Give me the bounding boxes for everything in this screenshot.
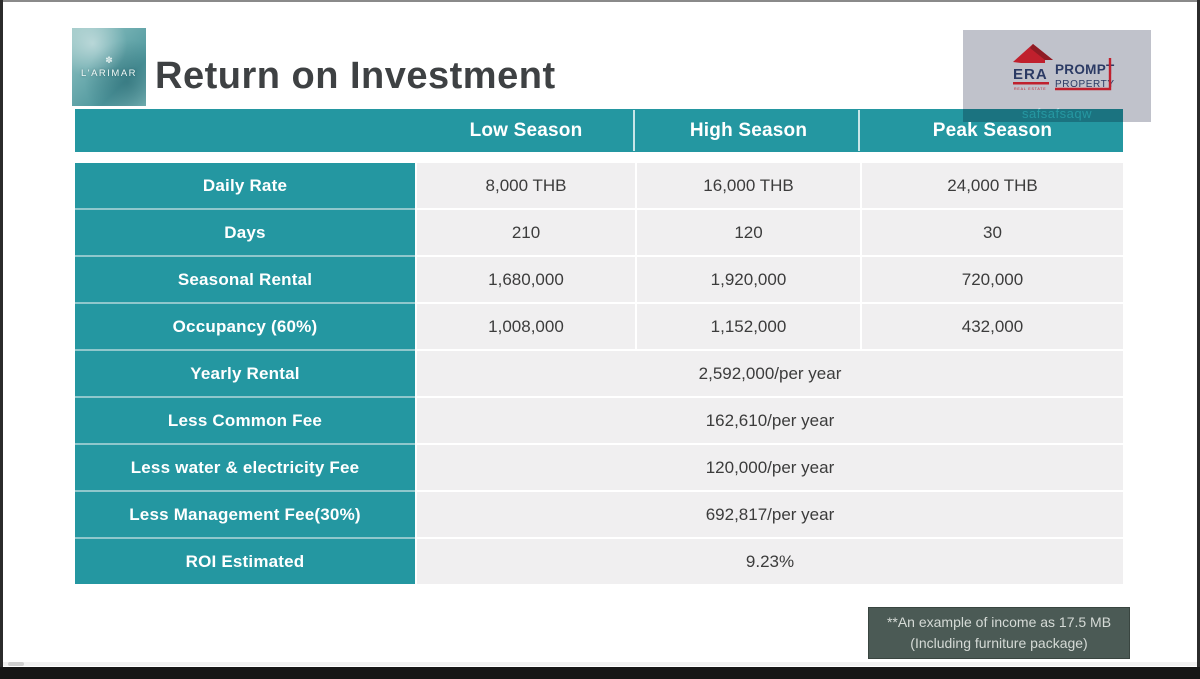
- header-divider: [633, 110, 635, 151]
- row-label: Less Management Fee(30%): [75, 492, 415, 537]
- era-prompt-property-logo: ERA REAL ESTATE PROMPT PROPERTY: [1013, 44, 1115, 91]
- table-cell: 30: [862, 210, 1123, 255]
- logo-bracket-icon: [1055, 58, 1112, 91]
- table-cell: 1,680,000: [417, 257, 635, 302]
- table-cell-merged: 692,817/per year: [417, 492, 1123, 537]
- table-cell: 120: [637, 210, 860, 255]
- table-cell: 1,920,000: [637, 257, 860, 302]
- row-label: Days: [75, 210, 415, 255]
- page-title: Return on Investment: [155, 55, 556, 97]
- window-right-border: [1197, 0, 1200, 679]
- era-text: ERA: [1013, 66, 1048, 83]
- era-underline: [1013, 82, 1049, 85]
- row-label: Seasonal Rental: [75, 257, 415, 302]
- table-cell-merged: 2,592,000/per year: [417, 351, 1123, 396]
- larimar-logo-text: L'ARIMAR: [80, 68, 138, 79]
- table-cell: 1,008,000: [417, 304, 635, 349]
- table-cell: 720,000: [862, 257, 1123, 302]
- era-logo-box: ERA REAL ESTATE PROMPT PROPERTY safsafsa…: [963, 30, 1151, 122]
- table-cell: 16,000 THB: [637, 163, 860, 208]
- era-roof-shadow-icon: [1030, 44, 1053, 60]
- income-note-box: **An example of income as 17.5 MB (Inclu…: [868, 607, 1130, 659]
- larimar-ornament-icon: ✽: [105, 55, 113, 65]
- row-label: Less water & electricity Fee: [75, 445, 415, 490]
- header-divider: [858, 110, 860, 151]
- note-line-1: **An example of income as 17.5 MB: [886, 614, 1112, 630]
- property-text: PROPERTY: [1055, 79, 1115, 90]
- prompt-text: PROMPT: [1055, 62, 1115, 77]
- watermark-text: safsafsaqw: [1021, 106, 1093, 121]
- table-cell: 24,000 THB: [862, 163, 1123, 208]
- column-header-low-season: Low Season: [469, 119, 583, 141]
- row-label: Occupancy (60%): [75, 304, 415, 349]
- table-cell-merged: 120,000/per year: [417, 445, 1123, 490]
- table-header-bar: Low Season High Season Peak Season: [75, 109, 1123, 152]
- window-top-border: [0, 0, 1200, 2]
- row-label: ROI Estimated: [75, 539, 415, 584]
- row-label: Yearly Rental: [75, 351, 415, 396]
- note-line-2: (Including furniture package): [910, 635, 1088, 651]
- column-header-peak-season: Peak Season: [932, 119, 1053, 141]
- window-bottom-frame: [0, 667, 1200, 679]
- window-left-border: [0, 0, 3, 679]
- horizontal-scrollbar-track[interactable]: [3, 662, 1197, 666]
- era-real-estate-text: REAL ESTATE: [1014, 87, 1047, 91]
- table-cell: 1,152,000: [637, 304, 860, 349]
- table-cell: 432,000: [862, 304, 1123, 349]
- table-body: Daily Rate 8,000 THB 16,000 THB 24,000 THB D…: [75, 163, 1123, 584]
- table-cell-merged: 162,610/per year: [417, 398, 1123, 443]
- row-label: Less Common Fee: [75, 398, 415, 443]
- column-header-high-season: High Season: [689, 119, 808, 141]
- larimar-logo: ✽ L'ARIMAR: [72, 28, 146, 106]
- table-cell: 8,000 THB: [417, 163, 635, 208]
- row-label: Daily Rate: [75, 163, 415, 208]
- table-cell-merged: 9.23%: [417, 539, 1123, 584]
- table-cell: 210: [417, 210, 635, 255]
- horizontal-scrollbar-thumb[interactable]: [8, 662, 24, 666]
